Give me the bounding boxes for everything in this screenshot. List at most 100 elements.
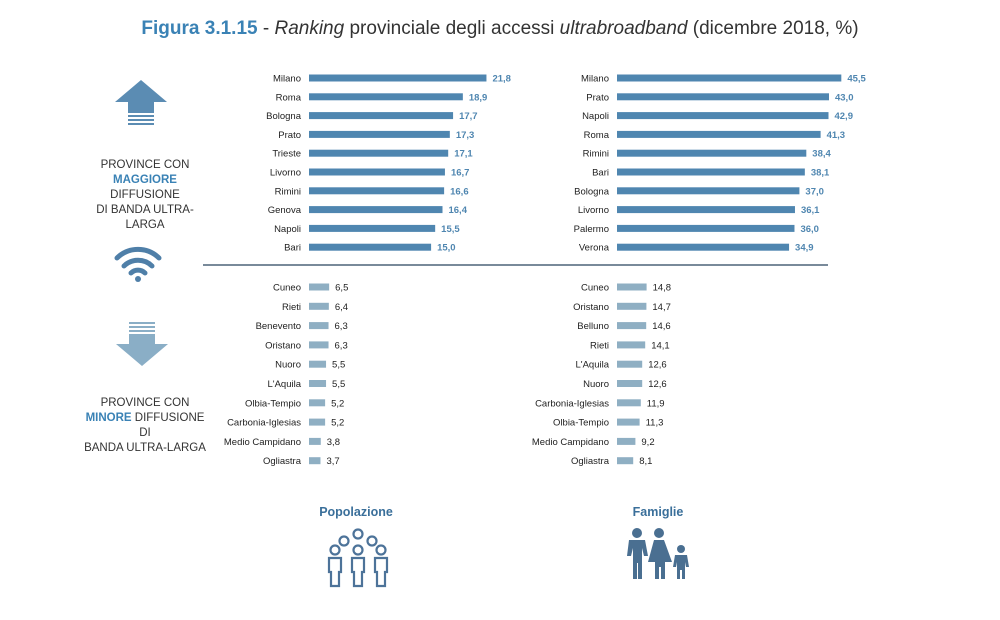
bottom-side-highlight: MINORE <box>85 412 132 424</box>
category-label: Bari <box>592 168 609 179</box>
top-side-line4: LARGA <box>125 219 165 231</box>
bar <box>309 149 449 157</box>
value-label: 5,2 <box>331 418 344 429</box>
value-label: 14,1 <box>651 340 670 351</box>
value-label: 6,5 <box>335 283 348 294</box>
bar <box>617 168 805 176</box>
chart-fam-bottom: Cuneo 14,8 Oristano 14,7 Belluno 14,6 Rieti 14,… <box>532 283 671 468</box>
bar <box>309 93 463 101</box>
chart-fam-top: Milano 45,5 Prato 43,0 Napoli 42,9 Roma 41,3 Rim… <box>574 74 867 254</box>
title-part-end: (dicembre 2018, %) <box>687 18 859 39</box>
category-label: Rimini <box>275 186 301 197</box>
people-group-icon <box>327 528 389 588</box>
category-label: Genova <box>268 205 302 216</box>
value-label: 5,5 <box>332 360 345 371</box>
value-label: 12,6 <box>648 379 667 390</box>
bar <box>309 130 450 138</box>
bar <box>617 437 636 445</box>
bar <box>309 380 327 387</box>
category-label: Olbia-Tempio <box>553 418 609 429</box>
bar <box>617 341 646 349</box>
bar <box>309 322 329 330</box>
category-label: Livorno <box>270 168 301 179</box>
value-label: 3,8 <box>327 437 340 448</box>
category-label: Milano <box>581 74 609 85</box>
category-label: Olbia-Tempio <box>245 398 301 409</box>
bar <box>617 380 643 387</box>
value-label: 17,3 <box>456 130 475 141</box>
value-label: 34,9 <box>795 243 814 254</box>
value-label: 37,0 <box>805 186 824 197</box>
bar <box>309 112 454 120</box>
bar <box>309 168 445 176</box>
category-label: Verona <box>579 243 610 254</box>
category-label: Prato <box>278 130 301 141</box>
category-label: Cuneo <box>273 283 301 294</box>
value-label: 5,2 <box>331 398 344 409</box>
chart-pop-bottom: Cuneo 6,5 Rieti 6,4 Benevento 6,3 Oristano 6,3 N… <box>224 283 348 468</box>
value-label: 36,1 <box>801 205 820 216</box>
value-label: 17,1 <box>454 149 473 160</box>
bar <box>617 399 641 407</box>
category-label: Ogliastra <box>263 456 302 467</box>
category-label: Ogliastra <box>571 456 610 467</box>
bar <box>309 187 445 195</box>
title-separator: - <box>257 18 275 39</box>
top-side-highlight: MAGGIORE <box>113 174 177 186</box>
value-label: 15,0 <box>437 243 456 254</box>
category-label: Livorno <box>578 205 609 216</box>
category-label: Napoli <box>582 111 609 122</box>
value-label: 12,6 <box>648 360 667 371</box>
value-label: 11,9 <box>647 398 665 409</box>
value-label: 16,4 <box>448 205 467 216</box>
category-label: Roma <box>276 92 302 103</box>
bar <box>309 418 326 426</box>
value-label: 6,3 <box>335 340 348 351</box>
value-label: 14,8 <box>653 283 672 294</box>
bottom-side-line1: PROVINCE CON <box>100 397 190 409</box>
bar <box>309 437 321 445</box>
bottom-side-line2: DIFFUSIONE DI <box>131 412 205 439</box>
category-label: Nuoro <box>583 379 609 390</box>
bar <box>309 74 487 82</box>
bar <box>617 457 634 465</box>
value-label: 16,7 <box>451 168 470 179</box>
top-side-line2: DIFFUSIONE <box>110 189 180 201</box>
bar <box>617 224 795 232</box>
value-label: 17,7 <box>459 111 478 122</box>
category-label: L'Aquila <box>267 379 301 390</box>
value-label: 6,3 <box>335 321 348 332</box>
family-icon <box>627 528 689 579</box>
arrow-up-icon <box>115 80 167 125</box>
bar <box>309 360 327 368</box>
bar <box>617 93 829 101</box>
value-label: 14,6 <box>652 321 671 332</box>
arrow-down-icon <box>116 322 168 366</box>
category-label: Rieti <box>282 302 301 313</box>
category-label: Medio Campidano <box>224 437 301 448</box>
title-part-middle: provinciale degli accessi <box>344 18 560 39</box>
chart-pop-top: Milano 21,8 Roma 18,9 Bologna 17,7 Prato 17,3 Tr… <box>266 74 511 254</box>
bar <box>309 302 329 310</box>
value-label: 16,6 <box>450 186 469 197</box>
value-label: 5,5 <box>332 379 345 390</box>
top-side-line1: PROVINCE CON <box>100 159 190 171</box>
value-label: 6,4 <box>335 302 348 313</box>
value-label: 11,3 <box>646 418 664 429</box>
category-label: Medio Campidano <box>532 437 609 448</box>
bar <box>617 322 647 330</box>
category-label: Prato <box>586 92 609 103</box>
title-part-ultrabroadband: ultrabroadband <box>559 18 688 39</box>
value-label: 41,3 <box>827 130 846 141</box>
value-label: 15,5 <box>441 224 460 235</box>
category-label: Bari <box>284 243 301 254</box>
wifi-icon <box>114 246 162 282</box>
category-label: Oristano <box>573 302 609 313</box>
bar <box>309 206 443 214</box>
value-label: 9,2 <box>641 437 654 448</box>
bar <box>309 341 329 349</box>
category-label: Bologna <box>574 186 610 197</box>
category-label: Palermo <box>574 224 609 235</box>
footer-famiglie: Famiglie <box>632 505 684 519</box>
value-label: 38,1 <box>811 168 830 179</box>
